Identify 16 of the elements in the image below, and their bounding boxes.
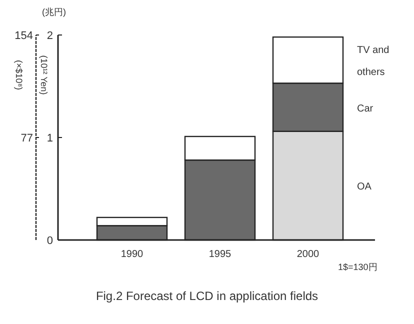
- x-tick-label: 2000: [296, 249, 320, 260]
- series-label: Car: [357, 103, 374, 114]
- series-label: TV and others: [357, 45, 390, 78]
- y2-tick-label: 154: [14, 30, 33, 42]
- text: (兆円): [42, 7, 66, 17]
- y-axis-title: (10¹² Yen): [39, 55, 49, 95]
- text: 1$=130円: [338, 262, 378, 272]
- y-tick-label: 1: [46, 132, 53, 144]
- y-tick-label: 2: [46, 30, 53, 42]
- series-label: OA: [357, 182, 372, 193]
- text: Fig.2 Forecast of LCD in application fields: [96, 289, 318, 303]
- y2-axis-title: (×$10⁸): [14, 60, 24, 90]
- x-tick-label: 1990: [120, 249, 144, 260]
- y-tick-label: 0: [46, 235, 53, 247]
- x-tick-label: 1995: [208, 249, 232, 260]
- y2-tick-label: 77: [20, 132, 33, 144]
